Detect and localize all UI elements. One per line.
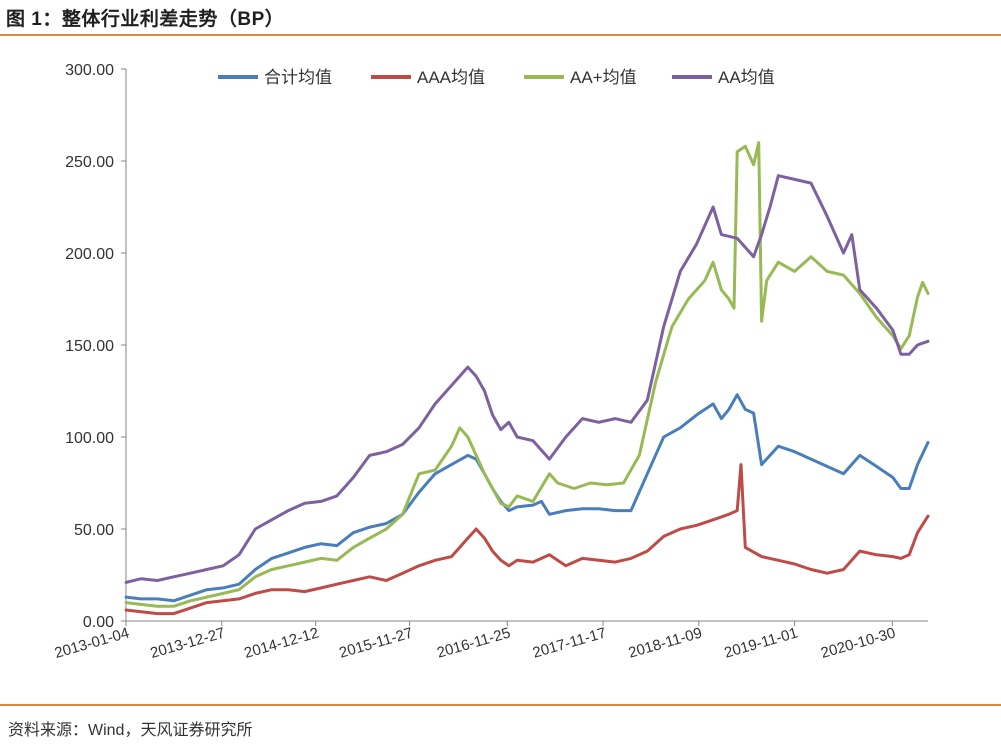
series-line-1 <box>124 463 930 616</box>
legend-label-2: AA+均值 <box>570 68 637 87</box>
x-tick-label: 2013-12-27 <box>148 625 226 662</box>
x-tick-label: 2017-11-17 <box>531 625 608 662</box>
figure-source: 资料来源：Wind，天风证券研究所 <box>8 722 253 739</box>
y-tick-label: 0.00 <box>83 614 114 631</box>
x-axis: 2013-01-04 2013-12-27 2014-12-12 2015-11-27… <box>53 620 928 662</box>
y-tick-label: 300.00 <box>65 62 114 79</box>
y-tick-label: 50.00 <box>74 522 114 539</box>
legend-label-3: AA均值 <box>718 68 775 87</box>
legend: 合计均值 AAA均值 AA+均值 AA均值 <box>218 68 775 87</box>
series-line-0 <box>124 393 930 603</box>
legend-label-0: 合计均值 <box>264 68 332 87</box>
x-tick-label: 2018-11-09 <box>627 625 704 662</box>
figure-title: 图 1：整体行业利差走势（BP） <box>6 9 285 30</box>
x-tick-label: 2020-10-30 <box>819 625 897 662</box>
top-divider <box>0 34 1001 36</box>
series-layer <box>124 141 930 616</box>
x-tick-label: 2014-12-12 <box>242 625 320 662</box>
y-tick-label: 150.00 <box>65 338 114 355</box>
series-line-3 <box>124 174 930 584</box>
series-line-2 <box>124 141 930 608</box>
y-axis: 0.00 50.00 100.00 150.00 200.00 250.00 300.00 <box>65 62 127 631</box>
bottom-divider <box>0 704 1001 706</box>
y-tick-label: 200.00 <box>65 246 114 263</box>
y-tick-label: 100.00 <box>65 430 114 447</box>
y-tick-label: 250.00 <box>65 154 114 171</box>
x-tick-label: 2016-11-25 <box>435 625 512 662</box>
x-tick-label: 2019-11-01 <box>722 625 799 662</box>
x-tick-label: 2015-11-27 <box>337 625 414 662</box>
legend-label-1: AAA均值 <box>417 68 485 87</box>
line-chart: 0.0050.00100.00150.00200.00250.00300.00 … <box>53 62 930 662</box>
